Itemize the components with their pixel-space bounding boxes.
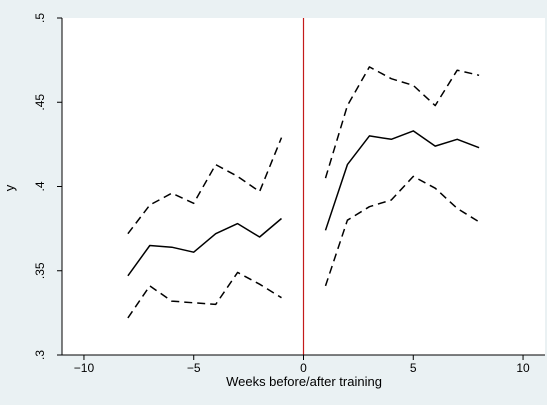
confidence-bound-line-after xyxy=(324,66,480,179)
x-ticks: −10 −5 0 5 10 xyxy=(74,355,530,375)
x-tick-label: 0 xyxy=(300,361,307,375)
confidence-bound-line-before xyxy=(127,137,283,235)
x-tick-label: 5 xyxy=(410,361,417,375)
y-tick-label: .4 xyxy=(33,181,47,191)
y-tick-label: .45 xyxy=(33,94,47,111)
y-tick-label: .5 xyxy=(33,13,47,23)
x-tick-label: −5 xyxy=(187,361,201,375)
estimate-line-after xyxy=(324,130,480,231)
x-tick-label: −10 xyxy=(74,361,95,375)
y-tick-label: .3 xyxy=(33,350,47,360)
y-ticks: .3 .35 .4 .45 .5 xyxy=(33,13,62,360)
confidence-bound-line-before xyxy=(127,271,282,319)
series-layer xyxy=(127,18,480,355)
confidence-bound-line-after xyxy=(324,175,480,287)
x-tick-label: 10 xyxy=(516,361,530,375)
x-axis-label: Weeks before/after training xyxy=(226,374,382,389)
y-tick-label: .35 xyxy=(33,262,47,279)
y-axis-label: y xyxy=(2,184,17,191)
estimate-line-before xyxy=(127,217,282,277)
